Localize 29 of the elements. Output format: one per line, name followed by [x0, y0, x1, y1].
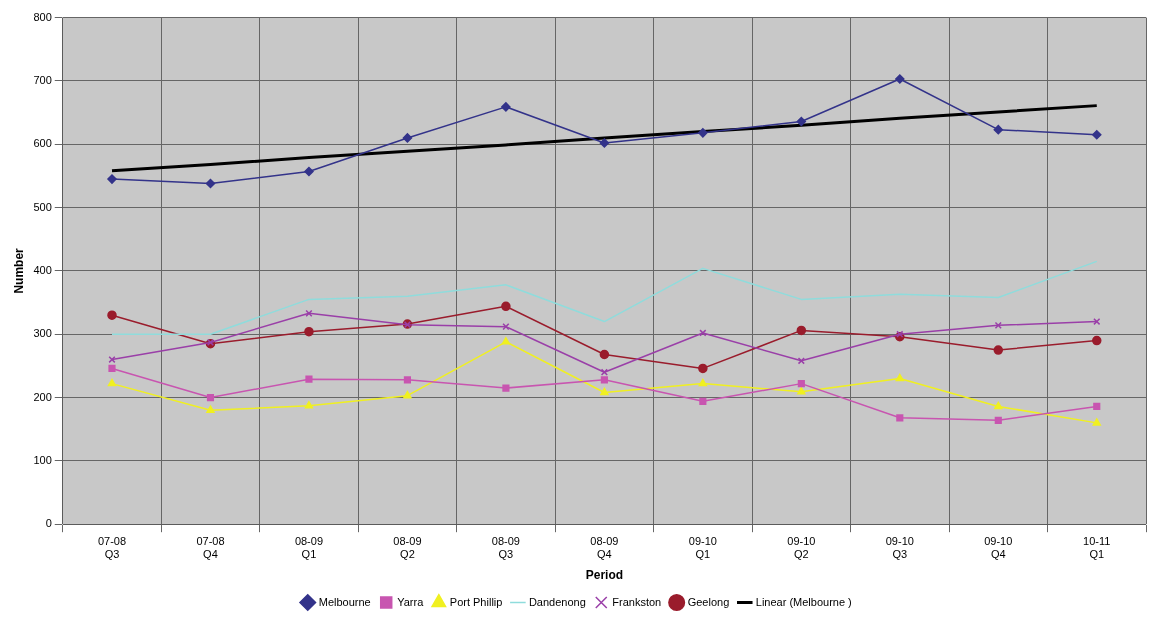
x-axis-title: Period — [585, 568, 624, 583]
x-tick-label: 08-09 Q3 — [491, 534, 520, 561]
legend-label: Dandenong — [528, 595, 586, 608]
legend-label: Frankston — [612, 595, 662, 608]
x-tick-label: 09-10 Q1 — [688, 534, 717, 561]
legend-label: Linear (Melbourne ) — [755, 595, 852, 608]
x-tick-label: 07-08 Q3 — [97, 534, 127, 561]
y-axis-title: Number — [11, 247, 26, 294]
x-tick-label: 08-09 Q4 — [590, 534, 619, 561]
legend-label: Yarra — [397, 595, 425, 608]
legend-label: Port Phillip — [449, 595, 503, 608]
x-tick-label: 09-10 Q4 — [984, 534, 1013, 561]
legend-label: Geelong — [687, 595, 730, 608]
y-tick-label: 700 — [33, 73, 52, 86]
y-tick-label: 300 — [33, 327, 52, 340]
x-tick-label: 09-10 Q3 — [885, 534, 914, 561]
x-tick-label: 08-09 Q2 — [393, 534, 422, 561]
y-tick-label: 100 — [33, 453, 52, 466]
y-tick-label: 200 — [33, 390, 52, 403]
y-tick-label: 400 — [33, 263, 52, 276]
y-tick-label: 500 — [33, 200, 52, 213]
y-tick-label: 800 — [33, 10, 52, 23]
y-tick-label: 0 — [45, 517, 52, 530]
x-tick-label: 10-11 Q1 — [1083, 534, 1111, 561]
x-tick-label: 09-10 Q2 — [787, 534, 816, 561]
y-tick-label: 600 — [33, 137, 52, 150]
x-tick-label: 07-08 Q4 — [196, 534, 225, 561]
x-tick-label: 08-09 Q1 — [294, 534, 324, 561]
legend-label: Melbourne — [318, 595, 371, 608]
